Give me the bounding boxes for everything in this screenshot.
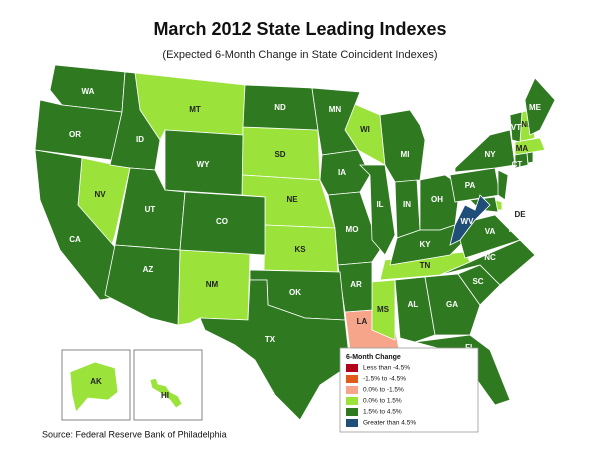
legend-swatch <box>346 375 358 383</box>
state <box>394 276 436 343</box>
state <box>179 191 266 256</box>
state <box>379 109 426 183</box>
state <box>424 273 481 336</box>
legend-label: 0.0% to -1.5% <box>363 387 404 394</box>
state-label: WI <box>360 125 370 134</box>
state-label: IL <box>376 200 383 209</box>
state <box>524 77 556 136</box>
state-label: CO <box>216 217 228 226</box>
subtitle: (Expected 6-Month Change in State Coinci… <box>162 49 437 61</box>
state-label: AZ <box>143 265 154 274</box>
state-label: NY <box>484 150 496 159</box>
state-label: SD <box>274 150 285 159</box>
state-label: ID <box>136 135 144 144</box>
state-label: NH <box>521 120 533 129</box>
state-label: AK <box>90 377 102 386</box>
state-label: WA <box>82 87 95 96</box>
legend-label: 1.5% to 4.5% <box>363 409 402 416</box>
state <box>164 129 244 196</box>
state-label: CT <box>512 160 523 169</box>
state-label: WY <box>197 160 211 169</box>
state <box>497 169 509 201</box>
state-label: NM <box>206 280 219 289</box>
legend-label: Less than -4.5% <box>363 365 410 372</box>
state-label: MO <box>346 225 359 234</box>
state-label: HI <box>161 391 169 400</box>
legend-box <box>339 347 479 433</box>
state-label: NJ <box>517 195 527 204</box>
state-label: ND <box>274 103 286 112</box>
state-label: DE <box>514 210 526 219</box>
state-label: MD <box>509 225 522 234</box>
state-label: LA <box>357 317 368 326</box>
legend-label: Greater than 4.5% <box>363 420 416 427</box>
state-label: CA <box>69 235 81 244</box>
legend: Less than -4.5% -1.5% to -4.5% 0.0% to -1.… <box>346 364 416 427</box>
state-label: VT <box>511 123 521 132</box>
state <box>371 279 396 341</box>
state-label: UT <box>145 205 156 214</box>
state-label: OR <box>69 130 81 139</box>
state-label: MA <box>516 144 529 153</box>
state <box>149 377 183 409</box>
state <box>449 194 491 246</box>
state-label: SC <box>472 277 483 286</box>
states: LA MT SD NE KS NV NM WI TN MS NH MA DE AK HI WA OR CA ID WY… <box>34 64 556 421</box>
legend-swatch <box>346 364 358 372</box>
state-label: MS <box>377 305 390 314</box>
state-label: MN <box>329 105 342 114</box>
state-label: OH <box>431 195 443 204</box>
state <box>104 244 181 326</box>
state-label: WV <box>461 217 475 226</box>
legend-swatch <box>346 386 358 394</box>
state-label: IA <box>338 168 346 177</box>
legend-swatch <box>346 408 358 416</box>
state <box>526 151 534 164</box>
state <box>199 279 351 421</box>
state-label: OK <box>289 288 301 297</box>
state-label: MI <box>401 150 410 159</box>
state-label: KS <box>294 245 306 254</box>
state <box>514 152 529 169</box>
state <box>69 361 119 413</box>
state-label: AR <box>350 280 362 289</box>
state-label: GA <box>446 300 458 309</box>
state-label: AL <box>408 300 419 309</box>
state-label: PA <box>465 181 476 190</box>
title: March 2012 State Leading Indexes <box>153 19 446 39</box>
state <box>509 111 523 143</box>
state-label: KY <box>419 240 431 249</box>
legend-swatch <box>346 419 358 427</box>
state-label: TX <box>265 335 276 344</box>
state-label: VA <box>485 227 496 236</box>
hawaii-inset <box>133 349 203 421</box>
legend-swatch <box>346 397 358 405</box>
state-label: NE <box>286 195 298 204</box>
legend-label: 0.0% to 1.5% <box>363 398 402 405</box>
state-label: MT <box>189 105 201 114</box>
state-label: NV <box>94 190 106 199</box>
alaska-inset <box>61 349 131 421</box>
source: Source: Federal Reserve Bank of Philadel… <box>42 429 227 439</box>
state <box>514 137 546 156</box>
state-label: IN <box>403 200 411 209</box>
legend-label: -1.5% to -4.5% <box>363 376 406 383</box>
legend-title: 6-Month Change <box>346 354 401 361</box>
state-label: ME <box>529 103 542 112</box>
state-label: NC <box>484 253 496 262</box>
state-label: TN <box>420 261 431 270</box>
state-label: RI <box>538 173 546 182</box>
